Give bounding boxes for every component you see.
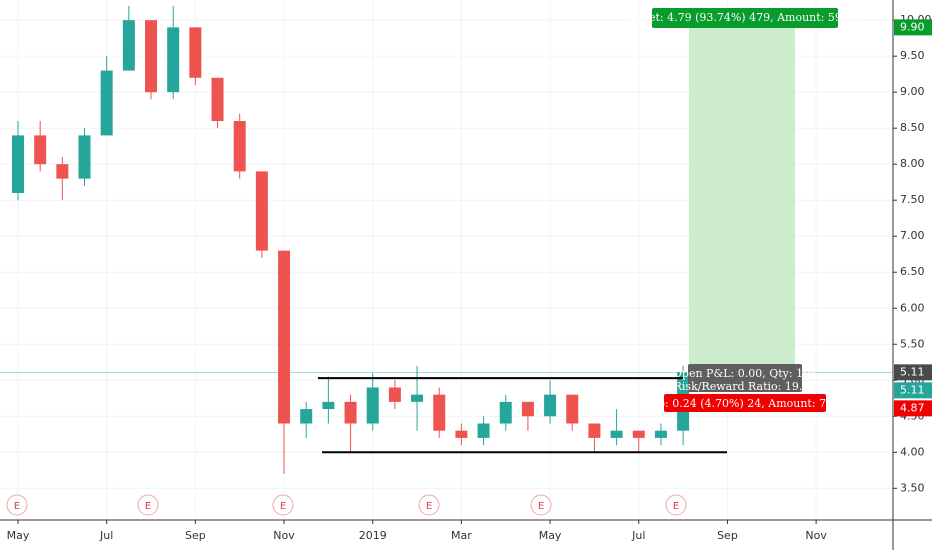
price-label-bg [894,400,932,417]
candle-body [544,394,557,417]
candle-body [322,401,335,410]
info-label-text: Open P&L: 0.00, Qty: 104 [673,367,817,380]
earnings-label: E [145,501,151,512]
x-tick-label: Sep [717,529,738,542]
candle-body [300,409,313,424]
price-label: 9.90 [900,20,925,33]
target-label: Target: 4.79 (93.74%) 479, Amount: 598.1… [624,8,867,28]
earnings-marker [530,494,552,516]
info-label-bg [688,364,802,392]
y-tick-label: 4.00 [900,445,925,458]
candle-body [521,401,534,417]
candle-body [78,135,91,179]
candle-body [145,20,158,93]
candle-body [610,430,623,438]
candle-body [654,430,667,438]
price-label: 5.11 [900,365,925,378]
earnings-marker [418,494,440,516]
earnings-label: E [673,501,679,512]
candle-body [566,394,579,424]
y-tick-label: 7.50 [900,193,925,206]
y-tick-label: 8.50 [900,121,925,134]
candle-body [278,250,291,424]
y-tick-label: 9.00 [900,85,925,98]
candle-body [455,430,468,438]
candle-body [211,77,224,121]
x-tick-label: Jul [631,529,645,542]
y-tick-label: 7.00 [900,229,925,242]
candle-body [632,430,645,438]
x-tick-label: Jul [99,529,113,542]
y-tick-label: 6.00 [900,301,925,314]
candle-body [34,135,47,165]
earnings-marker [272,494,294,516]
candle-body [233,120,246,172]
earnings-label: E [426,501,432,512]
candle-body [56,164,69,179]
candle-body [344,401,357,424]
candle-body [122,20,135,71]
stop-label: Stop: 0.24 (4.70%) 24, Amount: 75.04 [639,394,851,412]
target-label-text: Target: 4.79 (93.74%) 479, Amount: 598.1… [624,11,867,24]
earnings-label: E [538,501,544,512]
price-label-bg [894,19,932,36]
candle-body [255,171,268,251]
earnings-marker [665,494,687,516]
candle-body [189,27,202,78]
x-tick-label: Nov [273,529,295,542]
y-tick-label: 6.50 [900,265,925,278]
candle-body [588,423,601,438]
candle-body [411,394,424,402]
stop-label-text: Stop: 0.24 (4.70%) 24, Amount: 75.04 [639,397,850,410]
price-label: 4.87 [900,401,925,414]
x-tick-label: Mar [451,529,472,542]
y-tick-label: 8.00 [900,157,925,170]
y-tick-label: 9.50 [900,49,925,62]
candle-body [477,423,490,438]
stop-label-bg [664,394,826,412]
earnings-label: E [14,501,20,512]
candle-body [12,135,24,194]
price-label-bg [894,382,932,399]
x-tick-label: 2019 [359,529,387,542]
info-label-text: Risk/Reward Ratio: 19.96 [674,380,817,393]
x-tick-label: May [539,529,562,542]
plot: Target: 4.79 (93.74%) 479, Amount: 598.1… [0,5,893,516]
profit-zone [689,27,795,373]
candle-body [499,401,512,424]
candle-body [366,387,379,424]
x-tick-label: May [7,529,30,542]
x-tick-label: Sep [185,529,206,542]
y-tick-label: 3.50 [900,481,925,494]
price-label-bg [894,364,932,381]
candle-body [433,394,446,431]
candle-body [167,27,180,93]
earnings-label: E [280,501,286,512]
earnings-marker [6,494,28,516]
price-label: 5.11 [900,383,925,396]
y-tick-label: 5.50 [900,337,925,350]
earnings-marker [137,494,159,516]
candle-body [388,387,401,402]
target-label-bg [652,8,838,28]
candle-body [100,70,113,136]
axes: 10.009.509.008.508.007.507.006.506.005.5… [7,13,932,542]
x-tick-label: Nov [805,529,827,542]
